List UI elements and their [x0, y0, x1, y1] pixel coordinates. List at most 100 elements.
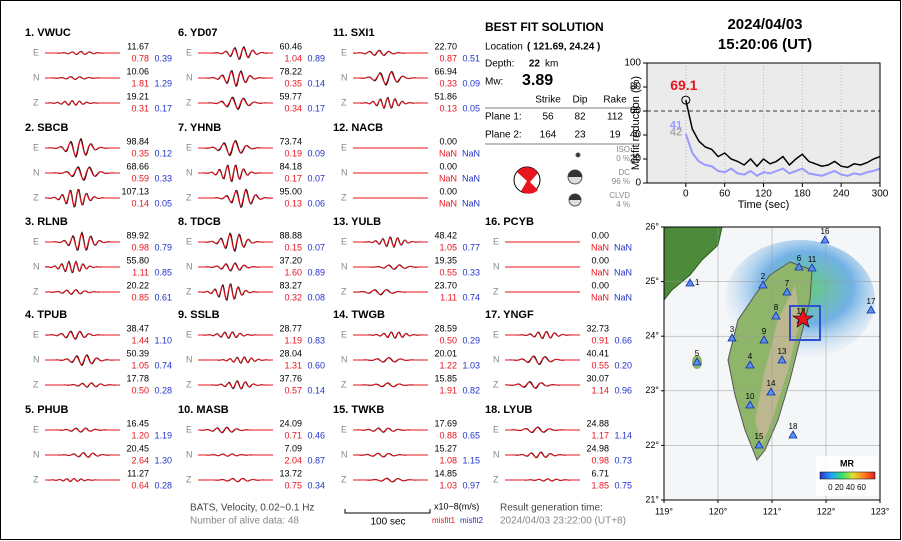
misfit1: 0.98	[131, 242, 149, 252]
misfit1: 0.14	[131, 198, 149, 208]
component-label: Z	[186, 286, 192, 296]
component-label: E	[493, 424, 499, 434]
synthetic-trace	[198, 331, 273, 339]
synthetic-trace	[352, 50, 428, 56]
station-name: 8. TDCB	[178, 216, 221, 228]
synthetic-trace	[198, 190, 273, 207]
component-label: Z	[186, 97, 192, 107]
synthetic-trace	[45, 167, 120, 180]
station-label: 12	[797, 307, 806, 316]
amplitude: 15.27	[434, 443, 457, 453]
mw-label: Mw:	[485, 77, 503, 88]
misfit1: 1.05	[439, 242, 457, 252]
component-label: N	[33, 354, 40, 364]
synthetic-trace	[353, 97, 428, 109]
amplitude: 89.92	[126, 230, 149, 240]
misfit1: 0.91	[591, 335, 609, 345]
misfit2: NaN	[462, 173, 480, 183]
amplitude: 28.59	[434, 323, 457, 333]
misfit2: 0.97	[462, 480, 480, 490]
component-label: Z	[33, 97, 39, 107]
misfit2: 0.28	[154, 480, 172, 490]
amplitude: 16.45	[126, 418, 149, 428]
misfit1: 1.22	[439, 360, 457, 370]
map-y-label: 25°	[645, 276, 659, 286]
component-label: Z	[33, 379, 39, 389]
misfit2: 0.29	[462, 335, 480, 345]
misfit2: 0.06	[307, 198, 325, 208]
misfit2: 0.07	[307, 173, 325, 183]
component-label: N	[341, 354, 348, 364]
amplitude: 17.78	[126, 373, 149, 383]
plane-value: 56	[542, 112, 554, 123]
synthetic-trace	[45, 233, 120, 251]
map-x-label: 123°	[871, 506, 890, 516]
plane-label: Plane 2:	[485, 130, 522, 141]
misfit2: 0.09	[462, 78, 480, 88]
location-label: Location	[485, 42, 523, 53]
synthetic-trace	[198, 47, 273, 60]
amplitude: 22.70	[434, 41, 457, 51]
synthetic-trace	[45, 100, 120, 106]
component-label: E	[33, 329, 39, 339]
misfit1: 0.19	[284, 148, 302, 158]
misfit2: 1.03	[462, 360, 480, 370]
station	[788, 430, 798, 439]
component-label: N	[33, 72, 40, 82]
synthetic-trace	[45, 452, 120, 458]
amplitude: 78.22	[279, 66, 302, 76]
station-name: 14. TWGB	[333, 309, 385, 321]
station-name: 15. TWKB	[333, 404, 384, 416]
station-name: 9. SSLB	[178, 309, 220, 321]
misfit1: 1.08	[439, 455, 457, 465]
component-label: N	[186, 354, 193, 364]
misfit2: 0.33	[154, 173, 172, 183]
misfit1: 0.55	[439, 267, 457, 277]
misfit2: 0.28	[154, 385, 172, 395]
synthetic-trace	[45, 478, 120, 482]
map-y-label: 21°	[645, 494, 659, 504]
scale-bar	[344, 509, 431, 514]
map-y-label: 23°	[645, 385, 659, 395]
misfit1: 0.59	[131, 173, 149, 183]
amplitude: 15.85	[434, 373, 457, 383]
component-label: E	[186, 47, 192, 57]
amplitude: 24.88	[586, 418, 609, 428]
synthetic-trace	[505, 426, 580, 433]
misfit1: 0.17	[284, 173, 302, 183]
station	[782, 287, 792, 296]
map-x-label: 122°	[817, 506, 836, 516]
taiwan-mountains	[755, 285, 800, 445]
amplitude: 20.45	[126, 443, 149, 453]
synthetic-trace	[45, 51, 120, 55]
component-label: Z	[186, 379, 192, 389]
misfit1: 1.81	[131, 78, 149, 88]
station	[727, 333, 737, 342]
misfit1: NaN	[591, 242, 609, 252]
component-label: E	[186, 424, 192, 434]
solution-title: BEST FIT SOLUTION	[485, 20, 604, 34]
synthetic-trace	[198, 380, 273, 390]
misfit1: 0.13	[439, 103, 457, 113]
misfit1: 1.85	[591, 480, 609, 490]
station-name: 10. MASB	[178, 404, 229, 416]
mini-ball	[575, 152, 581, 158]
misfit1: 1.11	[132, 267, 149, 277]
misfit-line	[685, 99, 881, 169]
component-label: Z	[341, 379, 347, 389]
amplitude: 17.69	[434, 418, 457, 428]
component-label: Z	[493, 379, 499, 389]
synthetic-trace	[505, 452, 580, 458]
component-percent: 96 %	[612, 177, 630, 186]
misfit1: 0.55	[591, 360, 609, 370]
map-y-label: 22°	[645, 440, 659, 450]
alive-count: Number of alive data: 48	[190, 516, 299, 527]
misfit1: 0.13	[284, 198, 302, 208]
amplitude: 13.72	[279, 468, 302, 478]
station-label: 6	[797, 254, 802, 263]
misfit1: 2.64	[131, 455, 149, 465]
unit: x10−8(m/s)	[434, 501, 479, 511]
map-x-label: 119°	[655, 506, 673, 516]
synthetic-trace	[505, 478, 580, 482]
amplitude: 28.04	[279, 348, 302, 358]
